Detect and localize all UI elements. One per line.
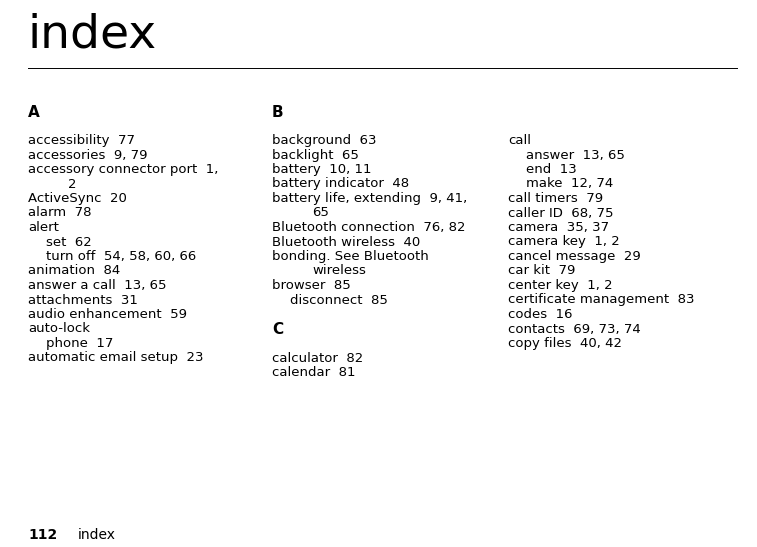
Text: accessories  9, 79: accessories 9, 79 [28, 148, 148, 161]
Text: index: index [78, 528, 116, 542]
Text: alarm  78: alarm 78 [28, 207, 92, 219]
Text: caller ID  68, 75: caller ID 68, 75 [508, 207, 613, 219]
Text: copy files  40, 42: copy files 40, 42 [508, 337, 622, 350]
Text: auto-lock: auto-lock [28, 323, 90, 335]
Text: cancel message  29: cancel message 29 [508, 250, 640, 263]
Text: ActiveSync  20: ActiveSync 20 [28, 192, 127, 205]
Text: automatic email setup  23: automatic email setup 23 [28, 352, 204, 364]
Text: contacts  69, 73, 74: contacts 69, 73, 74 [508, 323, 640, 335]
Text: A: A [28, 105, 40, 120]
Text: make  12, 74: make 12, 74 [526, 177, 613, 190]
Text: attachments  31: attachments 31 [28, 294, 138, 306]
Text: bonding. See Bluetooth: bonding. See Bluetooth [272, 250, 428, 263]
Text: codes  16: codes 16 [508, 308, 572, 321]
Text: set  62: set 62 [46, 236, 92, 248]
Text: backlight  65: backlight 65 [272, 148, 359, 161]
Text: Bluetooth connection  76, 82: Bluetooth connection 76, 82 [272, 221, 466, 234]
Text: certificate management  83: certificate management 83 [508, 294, 694, 306]
Text: wireless: wireless [312, 265, 366, 277]
Text: background  63: background 63 [272, 134, 376, 147]
Text: 65: 65 [312, 207, 329, 219]
Text: car kit  79: car kit 79 [508, 265, 575, 277]
Text: 2: 2 [68, 177, 76, 190]
Text: accessibility  77: accessibility 77 [28, 134, 135, 147]
Text: answer  13, 65: answer 13, 65 [526, 148, 625, 161]
Text: disconnect  85: disconnect 85 [290, 294, 388, 306]
Text: answer a call  13, 65: answer a call 13, 65 [28, 279, 167, 292]
Text: browser  85: browser 85 [272, 279, 350, 292]
Text: alert: alert [28, 221, 59, 234]
Text: battery life, extending  9, 41,: battery life, extending 9, 41, [272, 192, 467, 205]
Text: B: B [272, 105, 284, 120]
Text: phone  17: phone 17 [46, 337, 114, 350]
Text: index: index [28, 12, 157, 57]
Text: Bluetooth wireless  40: Bluetooth wireless 40 [272, 236, 420, 248]
Text: battery indicator  48: battery indicator 48 [272, 177, 409, 190]
Text: C: C [272, 323, 283, 337]
Text: calculator  82: calculator 82 [272, 352, 363, 364]
Text: animation  84: animation 84 [28, 265, 120, 277]
Text: camera key  1, 2: camera key 1, 2 [508, 236, 620, 248]
Text: battery  10, 11: battery 10, 11 [272, 163, 372, 176]
Text: end  13: end 13 [526, 163, 577, 176]
Text: turn off  54, 58, 60, 66: turn off 54, 58, 60, 66 [46, 250, 196, 263]
Text: call timers  79: call timers 79 [508, 192, 603, 205]
Text: call: call [508, 134, 531, 147]
Text: 112: 112 [28, 528, 58, 542]
Text: calendar  81: calendar 81 [272, 366, 356, 379]
Text: accessory connector port  1,: accessory connector port 1, [28, 163, 218, 176]
Text: audio enhancement  59: audio enhancement 59 [28, 308, 187, 321]
Text: camera  35, 37: camera 35, 37 [508, 221, 609, 234]
Text: center key  1, 2: center key 1, 2 [508, 279, 612, 292]
